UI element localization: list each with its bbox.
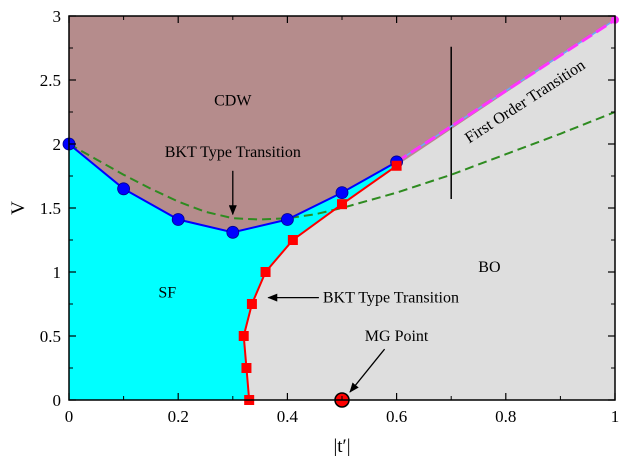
region-label-sf: SF (158, 285, 176, 302)
bo-boundary-point (241, 363, 252, 373)
sf-boundary-point (280, 213, 294, 226)
sf-boundary-point (117, 182, 130, 196)
annotation-mg-point: MG Point (365, 328, 429, 345)
y-tick-label: 2 (53, 135, 62, 154)
annotation-text: BKT Type Transition (165, 144, 301, 161)
y-axis-label: V (8, 201, 29, 215)
bo-boundary-point (391, 160, 402, 171)
annotation-text: BKT Type Transition (323, 290, 459, 307)
x-tick-label: 0.8 (495, 407, 516, 426)
bo-boundary-point (260, 267, 271, 277)
first-order-line (395, 18, 616, 164)
bo-boundary-point (246, 299, 257, 309)
sf-boundary-point (335, 186, 349, 200)
bo-region (243, 19, 615, 401)
annotation-arrow (349, 348, 386, 393)
dashed-green-curve (68, 111, 616, 221)
y-tick-label: 1.5 (40, 199, 61, 218)
plot-area (62, 15, 619, 408)
y-tick-label: 1 (53, 263, 62, 282)
sf-boundary-point (226, 225, 240, 239)
x-tick-label: 1 (611, 407, 620, 426)
x-tick-label: 0 (65, 407, 74, 426)
axes: 0 0.2 0.4 0.6 0.8 1 0 0.5 1 1.5 2 2.5 3 |t′| V (8, 7, 619, 457)
x-tick-label: 0.4 (277, 407, 299, 426)
region-label-cdw: CDW (214, 93, 252, 110)
sf-region (69, 144, 397, 400)
bo-boundary-point (287, 235, 298, 245)
sf-boundary-point (171, 213, 185, 226)
region-label-bo: BO (478, 259, 500, 276)
x-tick-label: 0.2 (168, 407, 189, 426)
bo-boundary-point (238, 331, 249, 341)
x-axis-label: |t′| (333, 436, 350, 457)
x-tick-label: 0.6 (386, 407, 407, 426)
bo-boundary-point (337, 199, 347, 210)
y-tick-label: 2.5 (40, 71, 61, 90)
y-tick-label: 0 (53, 391, 62, 410)
bo-boundary-line (242, 164, 398, 401)
y-tick-label: 3 (53, 7, 62, 26)
y-tick-label: 0.5 (40, 327, 61, 346)
